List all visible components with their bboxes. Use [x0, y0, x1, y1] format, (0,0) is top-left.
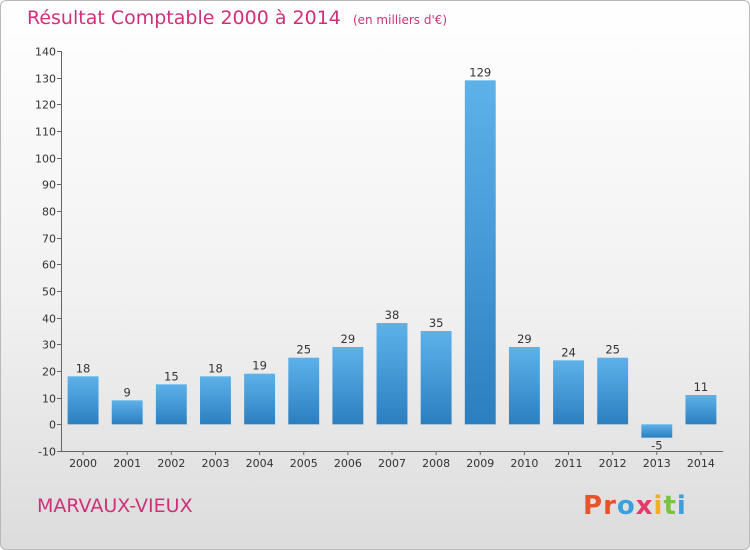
y-tick-label: 70 [42, 233, 56, 246]
y-tick-label: 30 [42, 339, 56, 352]
y-tick-label: 60 [42, 259, 56, 272]
data-label: 18 [76, 361, 91, 375]
x-tick-label: 2001 [113, 457, 141, 470]
y-tick-label: 130 [35, 73, 56, 86]
y-tick-label: 20 [42, 366, 56, 379]
axes: -10 0 10 20 30 40 50 60 70 80 90 100 110 120 130 140 200… [35, 46, 723, 470]
data-label: 11 [694, 380, 709, 394]
x-tick-label: 2009 [466, 457, 494, 470]
bar [244, 373, 276, 425]
bar [641, 424, 673, 438]
x-tick-label: 2004 [246, 457, 274, 470]
x-tick-label: 2014 [687, 457, 715, 470]
data-label: 25 [296, 343, 311, 357]
y-tick-label: 110 [35, 126, 56, 139]
bar [155, 384, 187, 425]
bar [200, 376, 231, 425]
x-tick-label: 2000 [69, 457, 97, 470]
data-label: 38 [385, 308, 400, 322]
x-tick-label: 2010 [510, 457, 538, 470]
bar [464, 80, 496, 425]
data-label: 25 [605, 343, 620, 357]
y-tick-label: 0 [49, 419, 56, 432]
y-tick-label: 120 [35, 99, 56, 112]
logo-letter: t [663, 491, 677, 521]
bar [111, 400, 143, 425]
logo-letter: P [583, 491, 604, 521]
x-tick-label: 2006 [334, 457, 362, 470]
data-label: -5 [651, 439, 662, 453]
data-label: 129 [469, 65, 491, 79]
data-label: 19 [252, 359, 267, 373]
chart-title: Résultat Comptable 2000 à 2014 (en milli… [27, 7, 447, 29]
y-tick-label: 100 [35, 153, 56, 166]
data-label: 15 [164, 369, 179, 383]
y-tick-label: 10 [42, 393, 56, 406]
data-label: 9 [124, 385, 131, 399]
y-tick-label: 80 [42, 206, 56, 219]
x-tick-label: 2003 [201, 457, 229, 470]
x-tick-label: 2011 [555, 457, 583, 470]
logo-letter: x [635, 491, 654, 521]
x-tick-label: 2002 [157, 457, 185, 470]
data-label: 29 [517, 332, 532, 346]
bar [597, 357, 629, 425]
data-label: 18 [208, 361, 223, 375]
bar [376, 323, 408, 425]
x-tick-label: 2008 [422, 457, 450, 470]
x-tick-label: 2012 [599, 457, 627, 470]
bar [685, 395, 717, 425]
data-labels: 18 9 15 18 19 25 29 38 35 129 29 24 25 -5 11 [76, 65, 709, 452]
logo-letter: i [653, 491, 664, 521]
bar [332, 347, 364, 425]
y-tick-label: 40 [42, 313, 56, 326]
x-tick-label: 2013 [643, 457, 671, 470]
x-tick-label: 2005 [290, 457, 318, 470]
y-tick-label: 140 [35, 46, 56, 59]
bars [67, 80, 717, 438]
logo-letter: o [616, 491, 636, 521]
y-tick-label: -10 [38, 446, 56, 459]
x-tick-label: 2007 [378, 457, 406, 470]
bar [288, 357, 320, 425]
proxiti-logo: Proxiti [583, 491, 687, 521]
commune-name: MARVAUX-VIEUX [37, 495, 193, 517]
y-tick-label: 50 [42, 286, 56, 299]
bar [553, 360, 584, 425]
title-text: Résultat Comptable 2000 à 2014 [27, 7, 341, 29]
data-label: 29 [341, 332, 356, 346]
bar [508, 347, 540, 425]
y-tick-label: 90 [42, 179, 56, 192]
logo-letter: i [676, 491, 687, 521]
logo-letter: r [603, 491, 617, 521]
data-label: 24 [561, 345, 576, 359]
bar [420, 331, 452, 425]
unit-note: (en milliers d'€) [352, 13, 448, 27]
bar [67, 376, 99, 425]
data-label: 35 [429, 316, 444, 330]
